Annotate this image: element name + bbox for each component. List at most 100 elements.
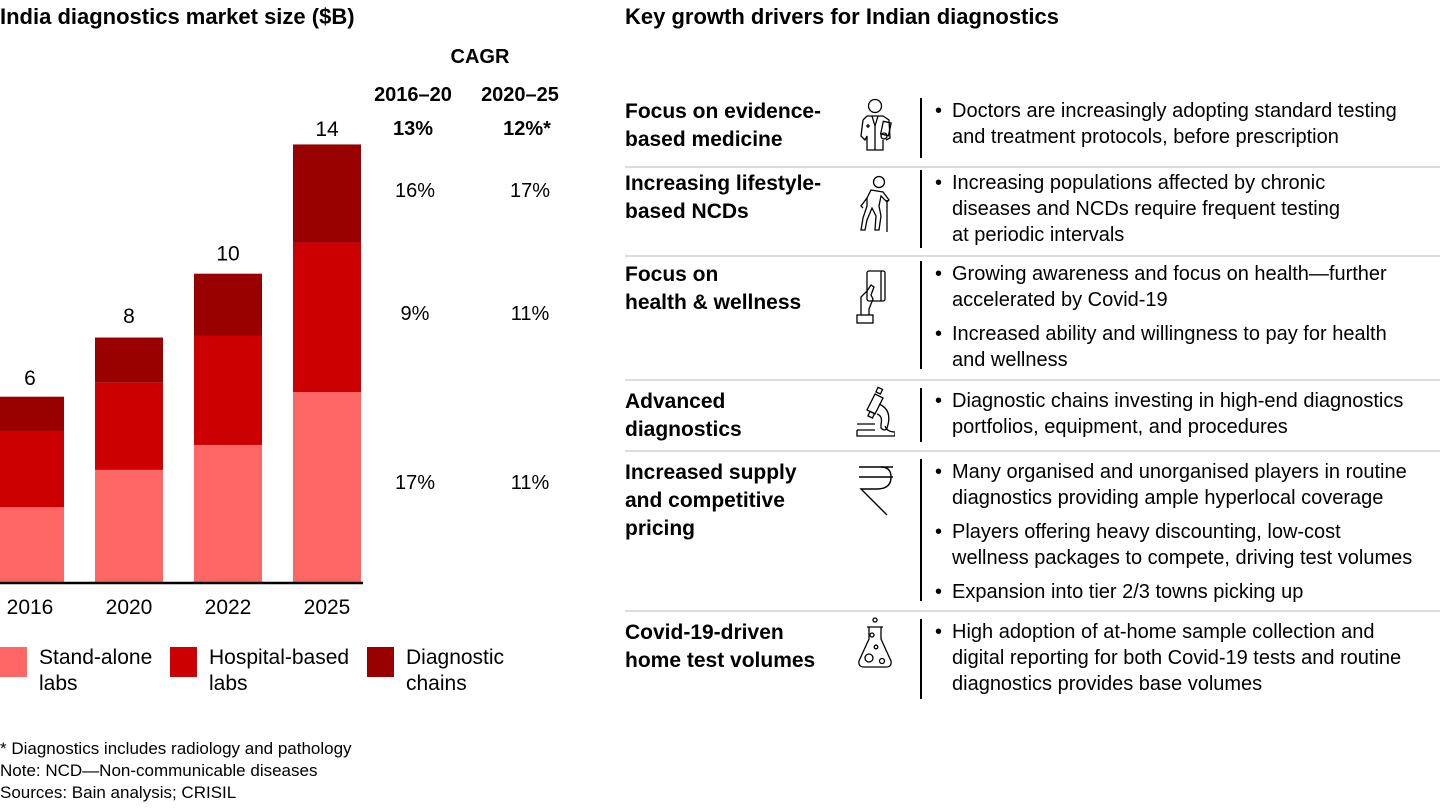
bar-segment-diagnostic-chains-2020	[95, 337, 163, 383]
bullet-line: diseases and NCDs require frequent testi…	[952, 198, 1340, 220]
flask-icon	[855, 617, 895, 673]
driver-title-line: and competitive	[625, 489, 785, 512]
legend-label-line: chains	[406, 672, 467, 695]
legend-item-hospital-based: Hospital-based labs	[170, 645, 384, 697]
x-tick-label: 2022	[205, 596, 252, 619]
legend-label-line: labs	[39, 672, 78, 695]
driver-bullets: Growing awareness and focus on health—fu…	[935, 261, 1440, 381]
footnote-asterisk: * Diagnostics includes radiology and pat…	[0, 739, 352, 758]
legend-label-line: labs	[209, 672, 248, 695]
driver-bullet: Doctors are increasingly adopting standa…	[935, 98, 1440, 150]
legend-label-line: Diagnostic	[406, 646, 505, 669]
driver-title-line: Focus on evidence-	[625, 100, 822, 123]
bullet-line: wellness packages to compete, driving te…	[952, 547, 1413, 569]
bullet-line: portfolios, equipment, and procedures	[952, 416, 1288, 438]
cagr-total-2020-25: 12%*	[503, 118, 551, 140]
driver-title-line: diagnostics	[625, 418, 742, 441]
x-tick-label: 2016	[7, 596, 54, 619]
doctor-icon	[855, 98, 895, 154]
bullet-line: Doctors are increasingly adopting standa…	[952, 100, 1397, 122]
bar-segment-hospital-based-labs-2016	[0, 430, 64, 508]
bar-segment-hospital-based-labs-2022	[194, 335, 262, 445]
row-divider-vertical	[920, 98, 922, 158]
bar-segment-stand-alone-labs-2016	[0, 507, 64, 582]
row-divider	[625, 450, 1440, 452]
x-tick-label: 2025	[304, 596, 351, 619]
bullet-line: Growing awareness and focus on health—fu…	[952, 263, 1387, 285]
row-divider	[625, 379, 1440, 381]
driver-row-advanced-diagnostics: Advanced diagnostics Diagnostic chains i…	[625, 386, 1440, 444]
driver-row-health-wellness: Focus on health & wellness Growing aware…	[625, 261, 1440, 371]
legend-label: Diagnostic chains	[406, 645, 546, 697]
row-divider-vertical	[920, 459, 922, 601]
bar-segment-hospital-based-labs-2025	[293, 242, 361, 393]
footnote-note: Note: NCD—Non-communicable diseases	[0, 761, 318, 780]
driver-row-covid-home-tests: Covid-19-driven home test volumes High a…	[625, 617, 1440, 701]
stacked-bar-chart: 6 2016 8 2020 10 2022 14 2025	[0, 118, 363, 619]
driver-bullet: Increased ability and willingness to pay…	[935, 321, 1440, 373]
labels-layer: 6 2016 8 2020 10 2022 14 2025	[7, 118, 351, 619]
bar-total-label: 6	[24, 367, 36, 390]
driver-bullets: Doctors are increasingly adopting standa…	[935, 98, 1440, 158]
bar-segment-diagnostic-chains-2016	[0, 396, 64, 431]
driver-bullet: Diagnostic chains investing in high-end …	[935, 388, 1440, 440]
cagr-standalone-2016-20: 17%	[394, 472, 436, 494]
microscope-icon	[855, 386, 896, 442]
cagr-period-2016-20: 2016–20	[374, 84, 452, 106]
bullet-line: Many organised and unorganised players i…	[952, 461, 1407, 483]
chart-title: India diagnostics market size ($B)	[0, 4, 355, 29]
driver-title-line: Covid-19-driven	[625, 621, 784, 644]
bar-segment-diagnostic-chains-2022	[194, 273, 262, 336]
driver-title: Focus on evidence- based medicine	[625, 98, 850, 154]
legend-item-stand-alone: Stand-alone labs	[0, 645, 179, 697]
driver-title-line: health & wellness	[625, 291, 802, 314]
cagr-hospital-2020-25: 11%	[510, 303, 550, 325]
elderly-person-icon	[855, 174, 895, 232]
driver-title-line: based NCDs	[625, 200, 749, 223]
driver-row-supply-pricing: Increased supply and competitive pricing…	[625, 459, 1440, 605]
row-divider	[625, 610, 1440, 612]
bar-segment-hospital-based-labs-2020	[95, 382, 163, 470]
driver-title: Focus on health & wellness	[625, 261, 850, 317]
driver-title-line: home test volumes	[625, 649, 816, 672]
driver-row-lifestyle-ncds: Increasing lifestyle- based NCDs Increas…	[625, 170, 1440, 250]
driver-bullets: Many organised and unorganised players i…	[935, 459, 1440, 613]
drivers-title: Key growth drivers for Indian diagnostic…	[625, 4, 1059, 29]
bullet-line: High adoption of at-home sample collecti…	[952, 621, 1375, 643]
x-tick-label: 2020	[106, 596, 153, 619]
bullet-line: and treatment protocols, before prescrip…	[952, 126, 1339, 148]
row-divider	[625, 255, 1440, 257]
bar-segment-diagnostic-chains-2025	[293, 144, 361, 243]
legend-swatch-stand-alone	[0, 647, 27, 677]
bullet-line: accelerated by Covid-19	[952, 289, 1168, 311]
bullet-line: Players offering heavy discounting, low-…	[952, 521, 1341, 543]
footnote-sources: Sources: Bain analysis; CRISIL	[0, 783, 237, 802]
bullet-line: digital reporting for both Covid-19 test…	[952, 647, 1402, 669]
cagr-period-2020-25: 2020–25	[481, 84, 559, 106]
bar-segment-stand-alone-labs-2022	[194, 444, 262, 582]
bullet-line: Diagnostic chains investing in high-end …	[952, 390, 1404, 412]
driver-title-line: pricing	[625, 517, 696, 540]
cagr-total-2016-20: 13%	[392, 118, 434, 140]
driver-row-evidence-based-medicine: Focus on evidence- based medicine Doctor…	[625, 98, 1440, 160]
bullet-line: diagnostics provides base volumes	[952, 673, 1263, 695]
driver-bullet: Growing awareness and focus on health—fu…	[935, 261, 1440, 313]
driver-title-line: Focus on	[625, 263, 719, 286]
driver-bullet: Expansion into tier 2/3 towns picking up	[935, 579, 1440, 605]
driver-bullets: High adoption of at-home sample collecti…	[935, 619, 1440, 705]
bar-segment-stand-alone-labs-2025	[293, 392, 361, 582]
driver-bullet: Increasing populations affected by chron…	[935, 170, 1440, 248]
driver-title-line: Increased supply	[625, 461, 797, 484]
legend-swatch-diagnostic-chains	[367, 647, 394, 677]
legend-label: Hospital-based labs	[209, 645, 384, 697]
hand-card-icon	[855, 269, 895, 325]
bars-layer	[0, 144, 361, 582]
row-divider-vertical	[920, 388, 922, 442]
bullet-line: Expansion into tier 2/3 towns picking up	[952, 581, 1304, 603]
driver-title-line: Advanced	[625, 390, 726, 413]
cagr-header: CAGR	[450, 46, 510, 68]
bar-total-label: 8	[123, 305, 135, 328]
bar-total-label: 10	[216, 243, 239, 266]
row-divider-vertical	[920, 619, 922, 699]
legend-item-diagnostic-chains: Diagnostic chains	[367, 645, 546, 697]
